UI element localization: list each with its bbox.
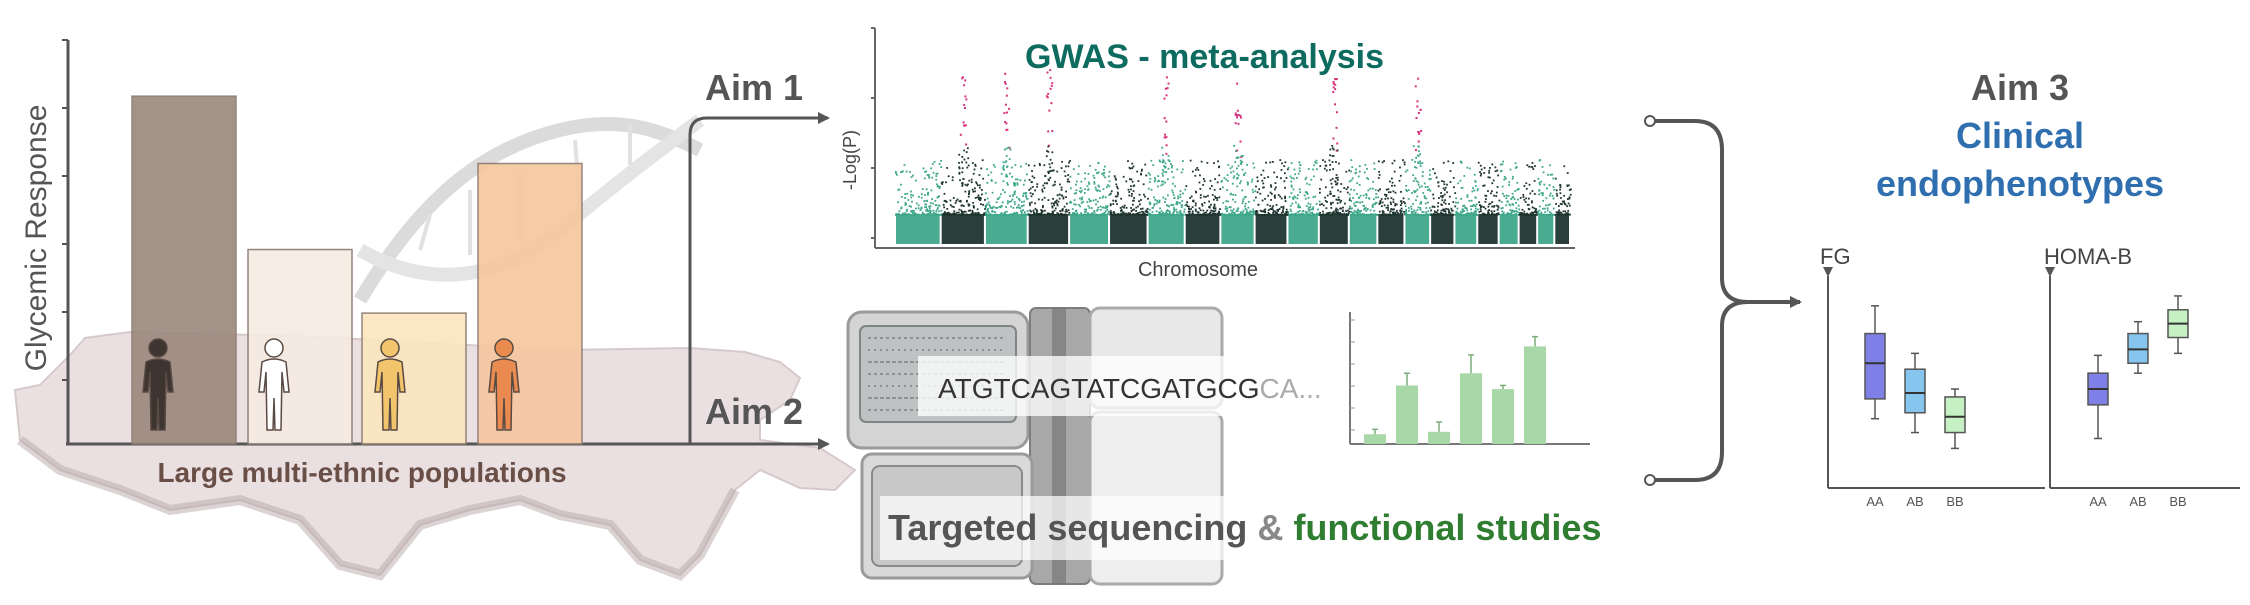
aim2-label: Aim 2 (705, 391, 803, 432)
chromosome-points (1069, 162, 1111, 244)
aim1-label: Aim 1 (705, 67, 803, 108)
chromosome-points (1027, 69, 1071, 244)
left-y-axis-label: Glycemic Response (20, 105, 53, 372)
fg-boxes: AA AB BB (1864, 305, 1966, 509)
chromosome-points (1499, 160, 1521, 244)
us-map-edge (17, 436, 740, 581)
person-figure (258, 338, 290, 431)
functional-bar-chart (1349, 312, 1590, 445)
aim3-subtitle-line1: Clinical (1956, 115, 2084, 156)
homa-boxplot: HOMA-B AA AB BB (2044, 244, 2240, 509)
chromosome-points (1430, 160, 1457, 244)
boxplot-box (2167, 295, 2189, 355)
sequencing-caption-banner (880, 496, 1640, 560)
chromosome-points (1109, 160, 1149, 244)
gwas-panel: GWAS - meta-analysis -Log(P) Chromosome (840, 27, 1575, 281)
boxplot-group-label: BB (1946, 494, 1963, 509)
gwas-y-label: -Log(P) (840, 130, 860, 190)
left-y-axis-ticks (62, 39, 68, 381)
left-caption: Large multi-ethnic populations (157, 457, 566, 488)
functional-bar (1492, 389, 1514, 444)
boxplot-group-label: AB (1906, 494, 1923, 509)
boxplot-group-label: AA (1866, 494, 1884, 509)
aim3-bracket (1644, 115, 1802, 486)
aim-connector: Aim 1 Aim 2 (688, 67, 830, 445)
chromosome-points (1147, 76, 1187, 244)
gwas-title: GWAS - meta-analysis (1025, 38, 1384, 76)
person-figures (142, 338, 520, 431)
chromosome-points (1287, 159, 1321, 244)
boxplot-box (1904, 352, 1926, 434)
aim3-subtitle-line2: endophenotypes (1876, 163, 2164, 204)
functional-bar (1364, 434, 1386, 444)
boxplot-group-label: AB (2129, 494, 2146, 509)
fg-title: FG (1820, 244, 1851, 269)
chromosome-points (1348, 159, 1380, 244)
fg-boxplot: FG AA AB BB (1820, 244, 2045, 509)
chromosome-points (895, 159, 943, 244)
chromosome-points (1518, 161, 1539, 244)
functional-bar (1396, 385, 1418, 444)
person-figure (374, 338, 406, 431)
chromosome-points (1404, 77, 1432, 244)
dna-sequence-banner (918, 356, 1338, 416)
boxplot-box (2127, 320, 2149, 374)
boxplot-group-label: AA (2089, 494, 2107, 509)
chromosome-points (1220, 82, 1257, 244)
boxplot-box (2087, 354, 2109, 440)
functional-bar (1524, 346, 1546, 444)
sequencing-caption-part2: functional studies (1293, 507, 1601, 548)
sequencer-illustration: ATGTCAGTATCGATGCGCA... Targeted sequenci… (846, 306, 1640, 586)
chromosome-points (1477, 161, 1501, 244)
left-panel: Glycemic Response Large multi-ethnic pop… (13, 39, 857, 581)
chromosome-points (1318, 78, 1351, 244)
population-bar (247, 248, 353, 445)
boxplot-box (1864, 305, 1886, 420)
chromosome-points (1454, 160, 1479, 244)
functional-bar (1428, 431, 1450, 444)
boxplot-box (1944, 388, 1966, 450)
sequencing-caption: Targeted sequencing & functional studies (888, 507, 1601, 548)
aim3-label: Aim 3 (1971, 67, 2069, 108)
person-figure (488, 338, 520, 431)
sequencing-caption-amp: & (1257, 507, 1283, 548)
chromosome-points (1554, 165, 1572, 244)
chromosome-points (940, 76, 987, 244)
chromosome-points (984, 72, 1030, 244)
person-figure (142, 338, 174, 431)
functional-bars (1350, 319, 1546, 444)
gwas-x-label: Chromosome (1138, 259, 1258, 281)
homa-boxes: AA AB BB (2087, 295, 2189, 509)
sequencing-caption-part1: Targeted sequencing (888, 507, 1247, 548)
chromosome-points (1377, 159, 1406, 244)
boxplot-group-label: BB (2169, 494, 2186, 509)
dna-sequence-text: ATGTCAGTATCGATGCGCA... (938, 373, 1322, 404)
manhattan-points (871, 27, 1572, 244)
homa-title: HOMA-B (2044, 244, 2132, 269)
chromosome-points (1185, 159, 1222, 244)
population-bar (477, 162, 583, 445)
functional-bar (1460, 373, 1482, 444)
chromosome-points (1254, 159, 1289, 244)
chromosome-points (1537, 159, 1556, 244)
